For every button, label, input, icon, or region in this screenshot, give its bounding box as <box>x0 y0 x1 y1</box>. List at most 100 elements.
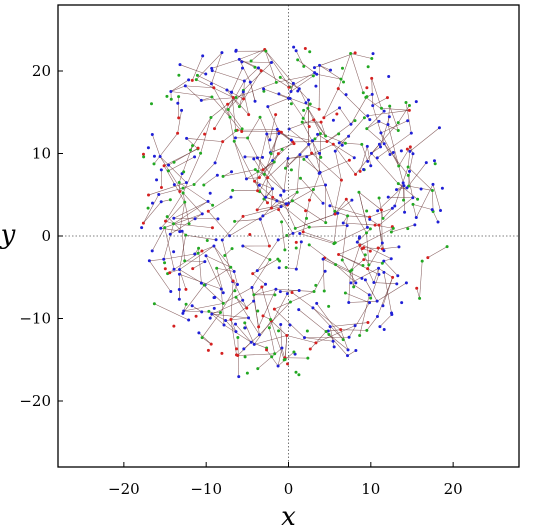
network-edge <box>289 72 315 88</box>
network-edge <box>366 128 385 144</box>
network-node <box>165 215 169 219</box>
network-edge <box>253 284 266 295</box>
network-node <box>208 191 212 195</box>
network-node <box>166 169 170 173</box>
network-node <box>361 263 365 267</box>
network-node <box>210 226 214 230</box>
network-edge <box>237 129 278 131</box>
network-node <box>418 296 422 300</box>
network-node <box>407 169 411 173</box>
network-edge <box>348 271 351 303</box>
network-node <box>305 155 309 159</box>
network-edge <box>228 109 243 130</box>
network-node <box>318 151 322 155</box>
network-edge <box>228 91 244 110</box>
x-tick-label: 0 <box>284 480 294 498</box>
network-edge <box>343 222 376 226</box>
network-node <box>364 95 368 99</box>
network-node <box>243 155 247 159</box>
network-node <box>280 346 284 350</box>
network-node <box>368 227 372 231</box>
x-axis-label: x <box>281 502 296 529</box>
network-node <box>241 66 245 70</box>
network-node <box>381 304 385 308</box>
network-edge <box>319 65 342 80</box>
network-edge <box>290 75 314 92</box>
network-node <box>370 56 374 60</box>
network-node <box>210 69 214 73</box>
network-node <box>331 142 335 146</box>
network-node <box>382 109 386 113</box>
network-edge <box>173 201 209 225</box>
network-node <box>328 325 332 329</box>
y-tick-label: 0 <box>41 227 51 245</box>
network-node <box>268 258 272 262</box>
network-edge <box>309 172 321 201</box>
network-node <box>366 65 370 69</box>
network-node <box>324 330 328 334</box>
network-node <box>248 80 252 84</box>
network-edge <box>210 97 237 118</box>
network-node <box>185 136 189 140</box>
network-edge <box>258 289 277 327</box>
network-node <box>214 238 218 242</box>
network-edge <box>239 59 251 83</box>
network-edge <box>369 219 380 226</box>
zero-lines <box>58 5 519 467</box>
network-node <box>241 298 245 302</box>
network-node <box>346 354 350 358</box>
network-node <box>411 196 415 200</box>
network-node <box>377 266 381 270</box>
network-edge <box>182 192 190 224</box>
network-node <box>411 152 415 156</box>
network-edge <box>149 260 171 292</box>
network-edge <box>243 62 272 91</box>
network-node <box>355 240 359 244</box>
network-node <box>240 129 244 133</box>
network-node <box>141 152 145 156</box>
network-node <box>262 89 266 93</box>
network-node <box>350 198 354 202</box>
network-node <box>247 113 251 117</box>
network-node <box>237 57 241 61</box>
network-node <box>368 217 372 221</box>
network-node <box>234 96 238 100</box>
network-node <box>318 63 322 67</box>
network-node <box>308 347 312 351</box>
network-node <box>408 145 412 149</box>
network-node <box>390 311 394 315</box>
network-node <box>269 60 273 64</box>
network-node <box>314 341 318 345</box>
network-edge <box>231 68 243 93</box>
network-node <box>298 176 302 180</box>
network-node <box>163 261 167 265</box>
network-node <box>243 355 247 359</box>
network-node <box>180 108 184 112</box>
network-edge <box>350 268 379 284</box>
network-node <box>192 183 196 187</box>
network-node <box>230 170 234 174</box>
network-node <box>234 129 238 133</box>
network-node <box>241 214 245 218</box>
network-node <box>347 301 351 305</box>
network-edge <box>267 158 289 178</box>
network-node <box>328 204 332 208</box>
network-nodes <box>140 45 449 379</box>
network-edge <box>338 254 380 275</box>
network-edge <box>205 255 231 268</box>
network-node <box>341 221 345 225</box>
network-node <box>219 287 223 291</box>
network-node <box>242 347 246 351</box>
network-node <box>159 226 163 230</box>
network-edge <box>382 208 393 219</box>
network-node <box>311 188 315 192</box>
network-node <box>255 156 259 160</box>
network-node <box>363 253 367 257</box>
network-edge <box>158 187 184 195</box>
network-node <box>237 105 241 109</box>
network-edge <box>306 156 320 174</box>
network-node <box>146 146 150 150</box>
network-node <box>210 66 214 70</box>
network-edge <box>170 213 203 235</box>
network-node <box>327 304 331 308</box>
